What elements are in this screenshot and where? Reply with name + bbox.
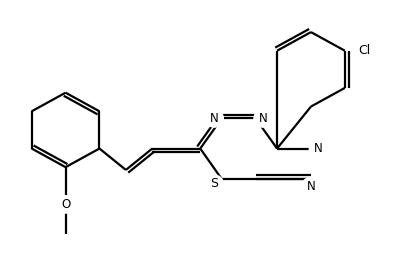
Circle shape [309,140,328,157]
Circle shape [355,42,373,59]
Circle shape [205,175,223,193]
Circle shape [205,110,223,127]
Circle shape [57,196,75,213]
Circle shape [254,110,272,127]
Circle shape [302,178,320,195]
Text: N: N [259,112,267,125]
Text: Cl: Cl [358,44,371,57]
Text: N: N [306,180,315,193]
Text: N: N [314,142,323,155]
Text: O: O [61,198,70,211]
Text: S: S [210,177,218,190]
Text: N: N [210,112,219,125]
